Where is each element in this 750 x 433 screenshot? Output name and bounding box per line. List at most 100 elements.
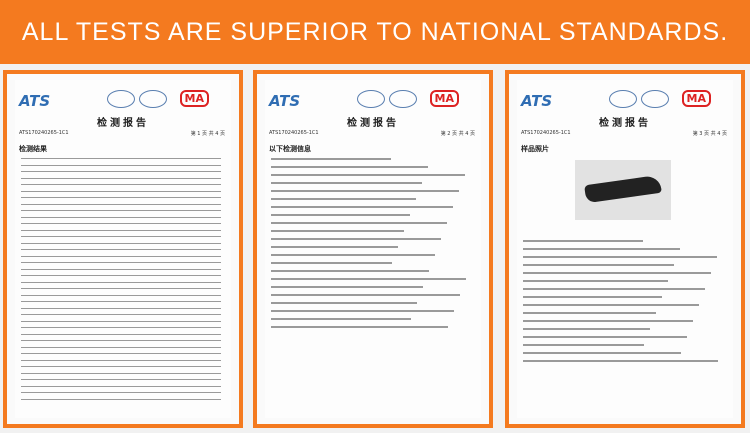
- text-line: [21, 288, 221, 289]
- document-panel: ATS MA 检测报告 ATS170240265-1C1 第 1 页 共 4 页检测结果: [3, 70, 243, 428]
- report-title: 检测报告: [97, 118, 149, 129]
- cert-logo: [609, 90, 637, 108]
- report-title: 检测报告: [599, 118, 651, 129]
- text-line: [271, 246, 398, 248]
- text-line: [271, 190, 459, 192]
- text-line: [21, 392, 221, 393]
- text-line: [523, 296, 662, 298]
- text-line: [271, 230, 404, 232]
- text-line: [523, 280, 668, 282]
- document-panel: ATS MA 检测报告 ATS170240265-1C1 第 3 页 共 4 页样品照片: [505, 70, 745, 428]
- text-line: [21, 177, 221, 179]
- text-line: [21, 379, 221, 380]
- text-line: [21, 372, 221, 374]
- text-line: [21, 327, 221, 328]
- text-line: [21, 314, 221, 315]
- banner-title: ALL TESTS ARE SUPERIOR TO NATIONAL STAND…: [0, 0, 750, 64]
- text-line: [21, 398, 221, 400]
- page-number: 第 1 页 共 4 页: [190, 131, 225, 137]
- text-line: [21, 236, 221, 237]
- text-line: [21, 320, 221, 322]
- text-line: [21, 210, 221, 211]
- text-line: [271, 182, 422, 184]
- text-line: [271, 254, 435, 256]
- text-line: [523, 328, 650, 330]
- cert-logo: [641, 90, 669, 108]
- text-line: [271, 174, 465, 176]
- report-number: ATS170240265-1C1: [521, 130, 571, 136]
- report-number: ATS170240265-1C1: [269, 130, 319, 136]
- page-number: 第 2 页 共 4 页: [440, 131, 475, 137]
- text-line: [271, 326, 448, 328]
- ma-mark: MA: [681, 90, 711, 107]
- text-line: [21, 346, 221, 348]
- text-line: [523, 248, 680, 250]
- text-line: [271, 270, 429, 272]
- text-line: [21, 385, 221, 387]
- logo: ATS: [269, 92, 301, 110]
- text-line: [21, 255, 221, 257]
- text-line: [21, 249, 221, 250]
- text-line: [271, 310, 454, 312]
- report-title: 检测报告: [347, 118, 399, 129]
- sample-photo: [575, 160, 671, 220]
- text-line: [523, 352, 681, 354]
- text-line: [21, 184, 221, 185]
- text-line: [271, 302, 417, 304]
- text-line: [21, 281, 221, 283]
- cert-logo: [357, 90, 385, 108]
- text-line: [523, 256, 717, 258]
- text-line: [21, 190, 221, 192]
- text-line: [21, 353, 221, 354]
- text-line: [523, 360, 718, 362]
- text-line: [523, 344, 644, 346]
- section-title: 检测结果: [19, 145, 47, 153]
- text-line: [21, 203, 221, 205]
- document: ATS MA 检测报告 ATS170240265-1C1 第 2 页 共 4 页以下检测…: [265, 80, 481, 418]
- text-line: [271, 166, 428, 168]
- text-line: [21, 294, 221, 296]
- document: ATS MA 检测报告 ATS170240265-1C1 第 3 页 共 4 页样品照片: [517, 80, 733, 418]
- text-line: [523, 264, 674, 266]
- text-line: [523, 288, 705, 290]
- text-line: [21, 333, 221, 335]
- cert-logo: [107, 90, 135, 108]
- text-line: [523, 320, 693, 322]
- text-line: [271, 158, 391, 160]
- text-line: [271, 262, 392, 264]
- logo: ATS: [19, 92, 51, 110]
- text-line: [21, 216, 221, 218]
- text-line: [523, 312, 656, 314]
- text-line: [271, 286, 423, 288]
- text-line: [271, 294, 460, 296]
- text-line: [21, 223, 221, 224]
- text-line: [523, 240, 643, 242]
- text-line: [271, 318, 411, 320]
- text-line: [21, 164, 221, 166]
- document-panel: ATS MA 检测报告 ATS170240265-1C1 第 2 页 共 4 页以下检测…: [253, 70, 493, 428]
- cert-logo: [139, 90, 167, 108]
- text-line: [21, 262, 221, 263]
- text-line: [21, 307, 221, 309]
- section-title: 样品照片: [521, 145, 549, 153]
- ma-mark: MA: [179, 90, 209, 107]
- text-line: [271, 214, 410, 216]
- report-number: ATS170240265-1C1: [19, 130, 69, 136]
- text-line: [21, 197, 221, 198]
- ma-mark: MA: [429, 90, 459, 107]
- text-line: [21, 229, 221, 231]
- text-line: [21, 301, 221, 302]
- text-line: [271, 206, 453, 208]
- text-line: [21, 340, 221, 341]
- text-line: [21, 158, 221, 159]
- page-number: 第 3 页 共 4 页: [692, 131, 727, 137]
- text-line: [523, 336, 687, 338]
- text-line: [21, 242, 221, 244]
- product-image: [584, 174, 662, 204]
- document: ATS MA 检测报告 ATS170240265-1C1 第 1 页 共 4 页检测结果: [15, 80, 231, 418]
- text-line: [523, 272, 711, 274]
- text-line: [271, 198, 416, 200]
- logo: ATS: [521, 92, 553, 110]
- section-title: 以下检测信息: [269, 145, 311, 153]
